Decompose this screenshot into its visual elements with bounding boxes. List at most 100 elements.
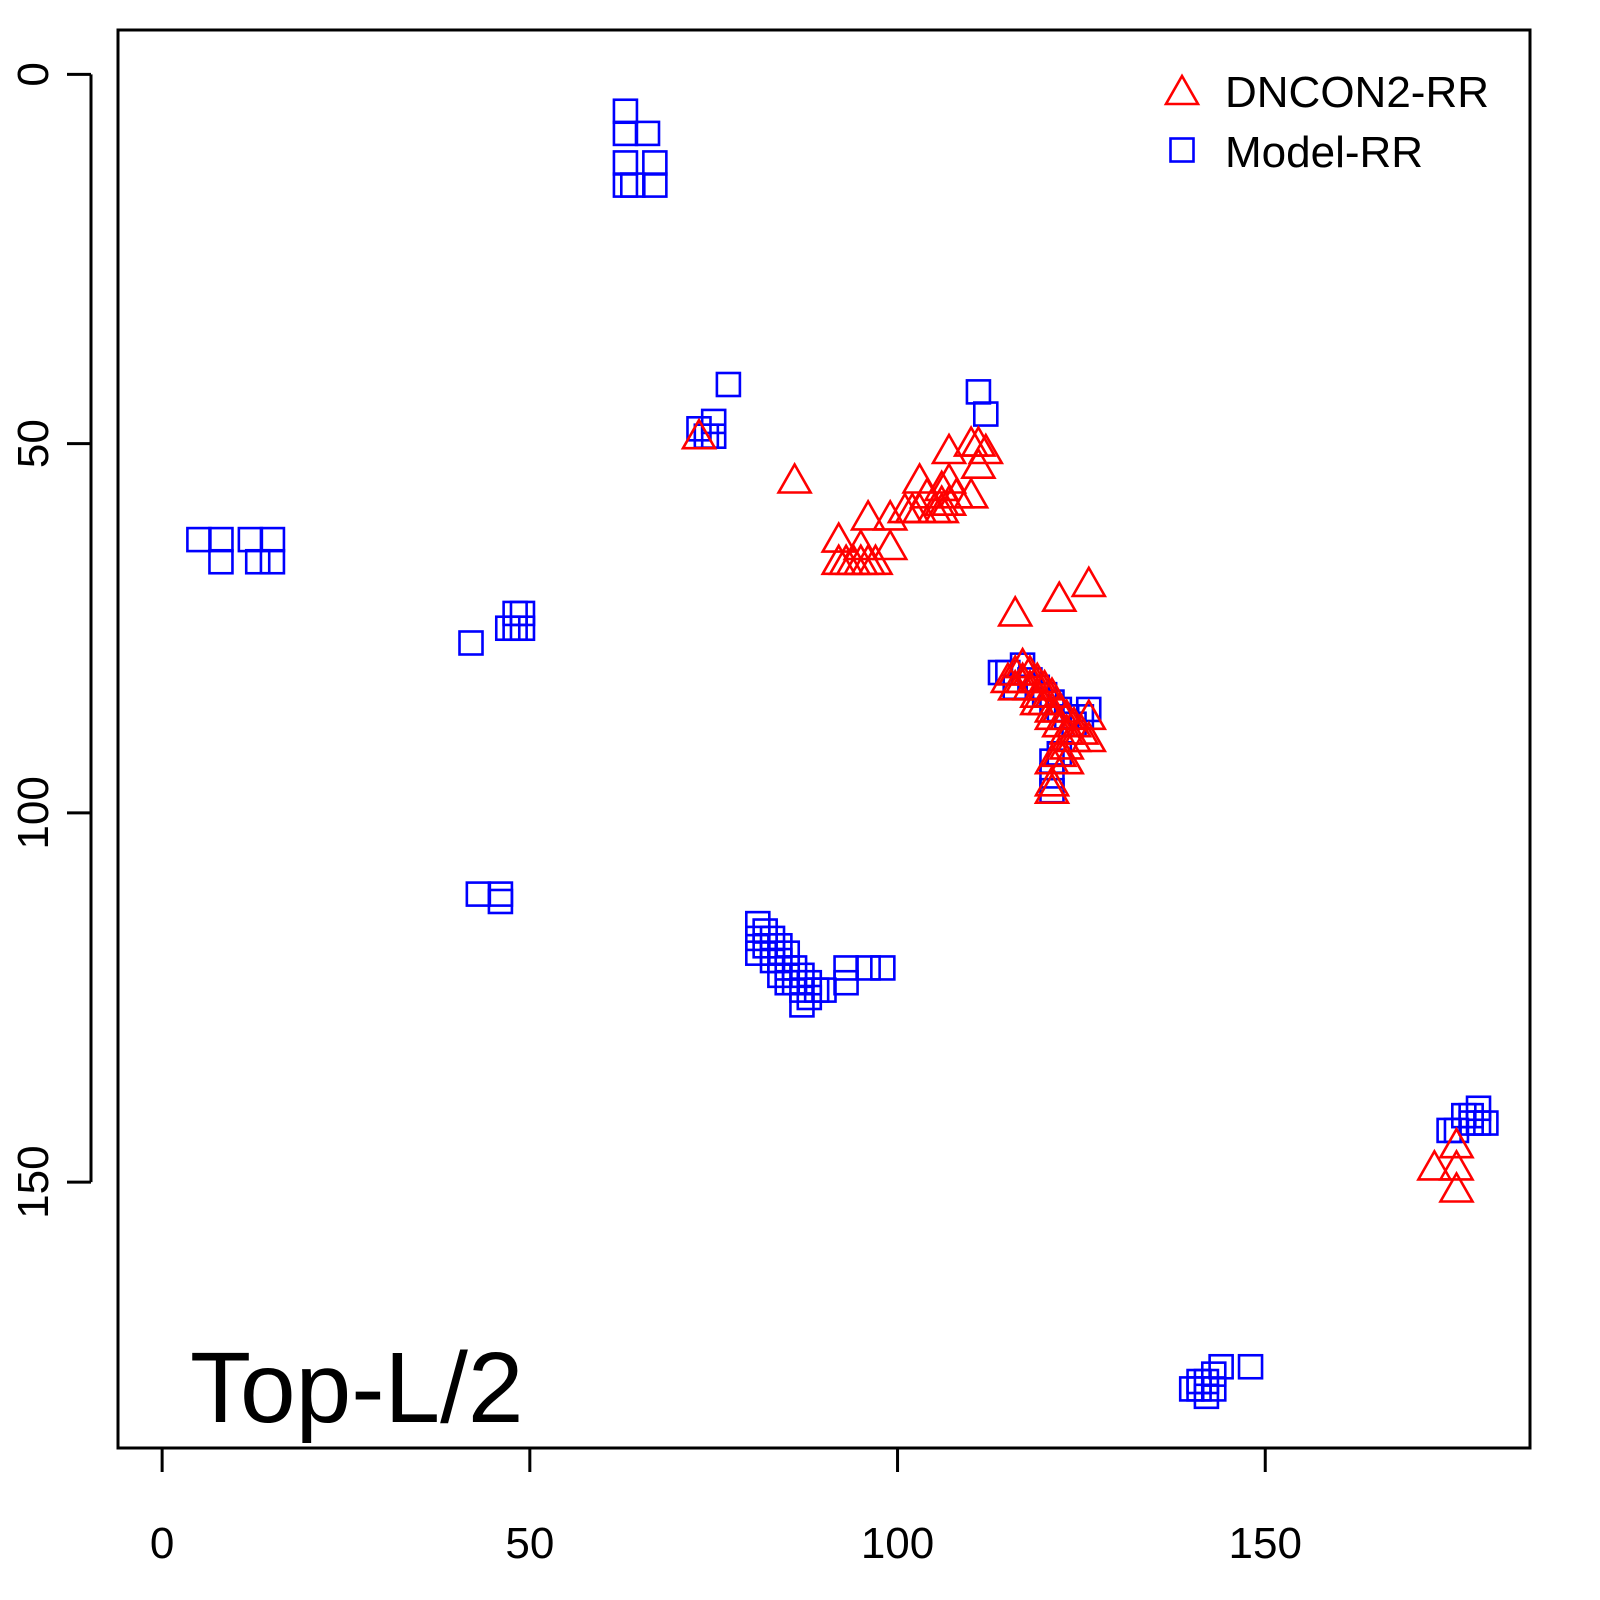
- y-tick-label: 150: [9, 1145, 58, 1218]
- data-point-triangle: [1033, 764, 1071, 797]
- data-point-square: [237, 526, 264, 553]
- data-point-square: [612, 120, 639, 147]
- data-point-square: [1186, 1376, 1212, 1402]
- data-point-square: [796, 969, 823, 996]
- x-tick-label: 100: [861, 1519, 934, 1568]
- x-tick-label: 0: [150, 1519, 174, 1568]
- data-point-triangle: [1033, 772, 1071, 805]
- data-point-square: [458, 630, 484, 656]
- data-point-square: [745, 910, 771, 937]
- data-point-square: [465, 881, 492, 907]
- data-point-triangle: [1048, 727, 1085, 760]
- data-point-square: [811, 977, 837, 1003]
- plot-annotation: Top-L/2: [190, 1332, 524, 1444]
- data-point-square: [642, 150, 668, 176]
- data-point-square: [715, 371, 742, 398]
- data-point-square: [487, 888, 514, 915]
- data-point-square: [1208, 1353, 1234, 1380]
- data-point-square: [1458, 1110, 1484, 1136]
- y-tick-label: 100: [9, 776, 58, 849]
- data-point-triangle: [1070, 698, 1108, 731]
- data-point-triangle: [1041, 580, 1078, 613]
- data-point-square: [502, 600, 528, 627]
- x-tick-label: 150: [1229, 1519, 1302, 1568]
- data-point-square: [833, 969, 859, 996]
- data-point-triangle: [820, 520, 857, 553]
- data-point-triangle: [1004, 646, 1041, 679]
- data-point-triangle: [1416, 1148, 1453, 1181]
- data-point-square: [789, 962, 815, 989]
- data-point-triangle: [849, 498, 887, 531]
- data-point-square: [494, 615, 521, 642]
- data-point-square: [1458, 1102, 1484, 1129]
- data-point-square: [972, 401, 999, 427]
- data-point-triangle: [960, 424, 997, 457]
- data-point-square: [612, 150, 639, 176]
- data-point-square: [803, 977, 830, 1003]
- data-point-square: [789, 977, 815, 1003]
- legend-label: DNCON2-RR: [1225, 68, 1489, 117]
- data-point-square: [208, 548, 234, 575]
- data-point-square: [767, 932, 793, 959]
- series-dncon2-rr: [680, 417, 1475, 1203]
- data-point-triangle: [1438, 1126, 1475, 1159]
- data-point-square: [855, 955, 881, 981]
- legend-marker-triangle: [1163, 73, 1201, 106]
- data-point-triangle: [1070, 565, 1108, 598]
- points-layer: [186, 98, 1499, 1410]
- data-point-square: [759, 940, 786, 966]
- data-point-square: [642, 172, 668, 198]
- data-point-square: [1237, 1353, 1264, 1380]
- data-point-square: [833, 955, 859, 981]
- data-point-square: [1193, 1368, 1220, 1395]
- data-point-triangle: [967, 432, 1005, 465]
- data-point-square: [1178, 1376, 1205, 1402]
- data-point-square: [1465, 1110, 1492, 1136]
- data-point-triangle: [1011, 653, 1049, 686]
- data-point-square: [759, 947, 786, 974]
- data-point-square: [752, 932, 778, 959]
- data-point-square: [244, 548, 271, 575]
- legend-marker-square: [1169, 137, 1195, 163]
- data-point-triangle: [1438, 1170, 1475, 1203]
- data-point-square: [208, 526, 234, 553]
- x-axis: 0 50 100 150: [150, 1446, 1302, 1568]
- data-point-square: [789, 992, 815, 1018]
- data-point-square: [870, 955, 896, 981]
- data-point-triangle: [680, 417, 718, 450]
- plot-frame: [116, 28, 1532, 1450]
- data-point-triangle: [776, 461, 813, 494]
- data-point-triangle: [1041, 690, 1078, 723]
- legend-label: Model-RR: [1225, 128, 1423, 177]
- data-point-triangle: [1041, 735, 1078, 768]
- data-point-triangle: [952, 476, 990, 509]
- data-point-square: [1465, 1095, 1492, 1122]
- data-point-square: [1193, 1383, 1220, 1410]
- data-point-square: [509, 600, 536, 627]
- series-model-rr: [186, 98, 1499, 1410]
- data-point-square: [686, 416, 712, 442]
- data-point-square: [1200, 1361, 1227, 1387]
- data-point-triangle: [1438, 1148, 1475, 1181]
- data-point-triangle: [1055, 705, 1093, 738]
- data-point-square: [634, 120, 661, 147]
- data-point-square: [259, 526, 286, 553]
- data-point-square: [767, 962, 793, 989]
- data-point-square: [1451, 1102, 1477, 1129]
- y-tick-label: 0: [9, 62, 58, 86]
- data-point-square: [774, 955, 801, 981]
- data-point-triangle: [1070, 720, 1108, 753]
- data-point-square: [700, 408, 727, 435]
- data-point-square: [509, 615, 536, 642]
- data-point-square: [619, 172, 646, 198]
- data-point-triangle: [996, 594, 1034, 627]
- data-point-square: [781, 955, 808, 981]
- x-tick-label: 50: [505, 1519, 554, 1568]
- data-point-square: [1473, 1110, 1499, 1136]
- data-point-triangle: [1048, 742, 1085, 775]
- data-point-square: [612, 172, 639, 198]
- data-point-square: [612, 98, 639, 125]
- data-point-square: [745, 940, 771, 966]
- data-point-square: [796, 984, 823, 1011]
- data-point-square: [781, 969, 808, 996]
